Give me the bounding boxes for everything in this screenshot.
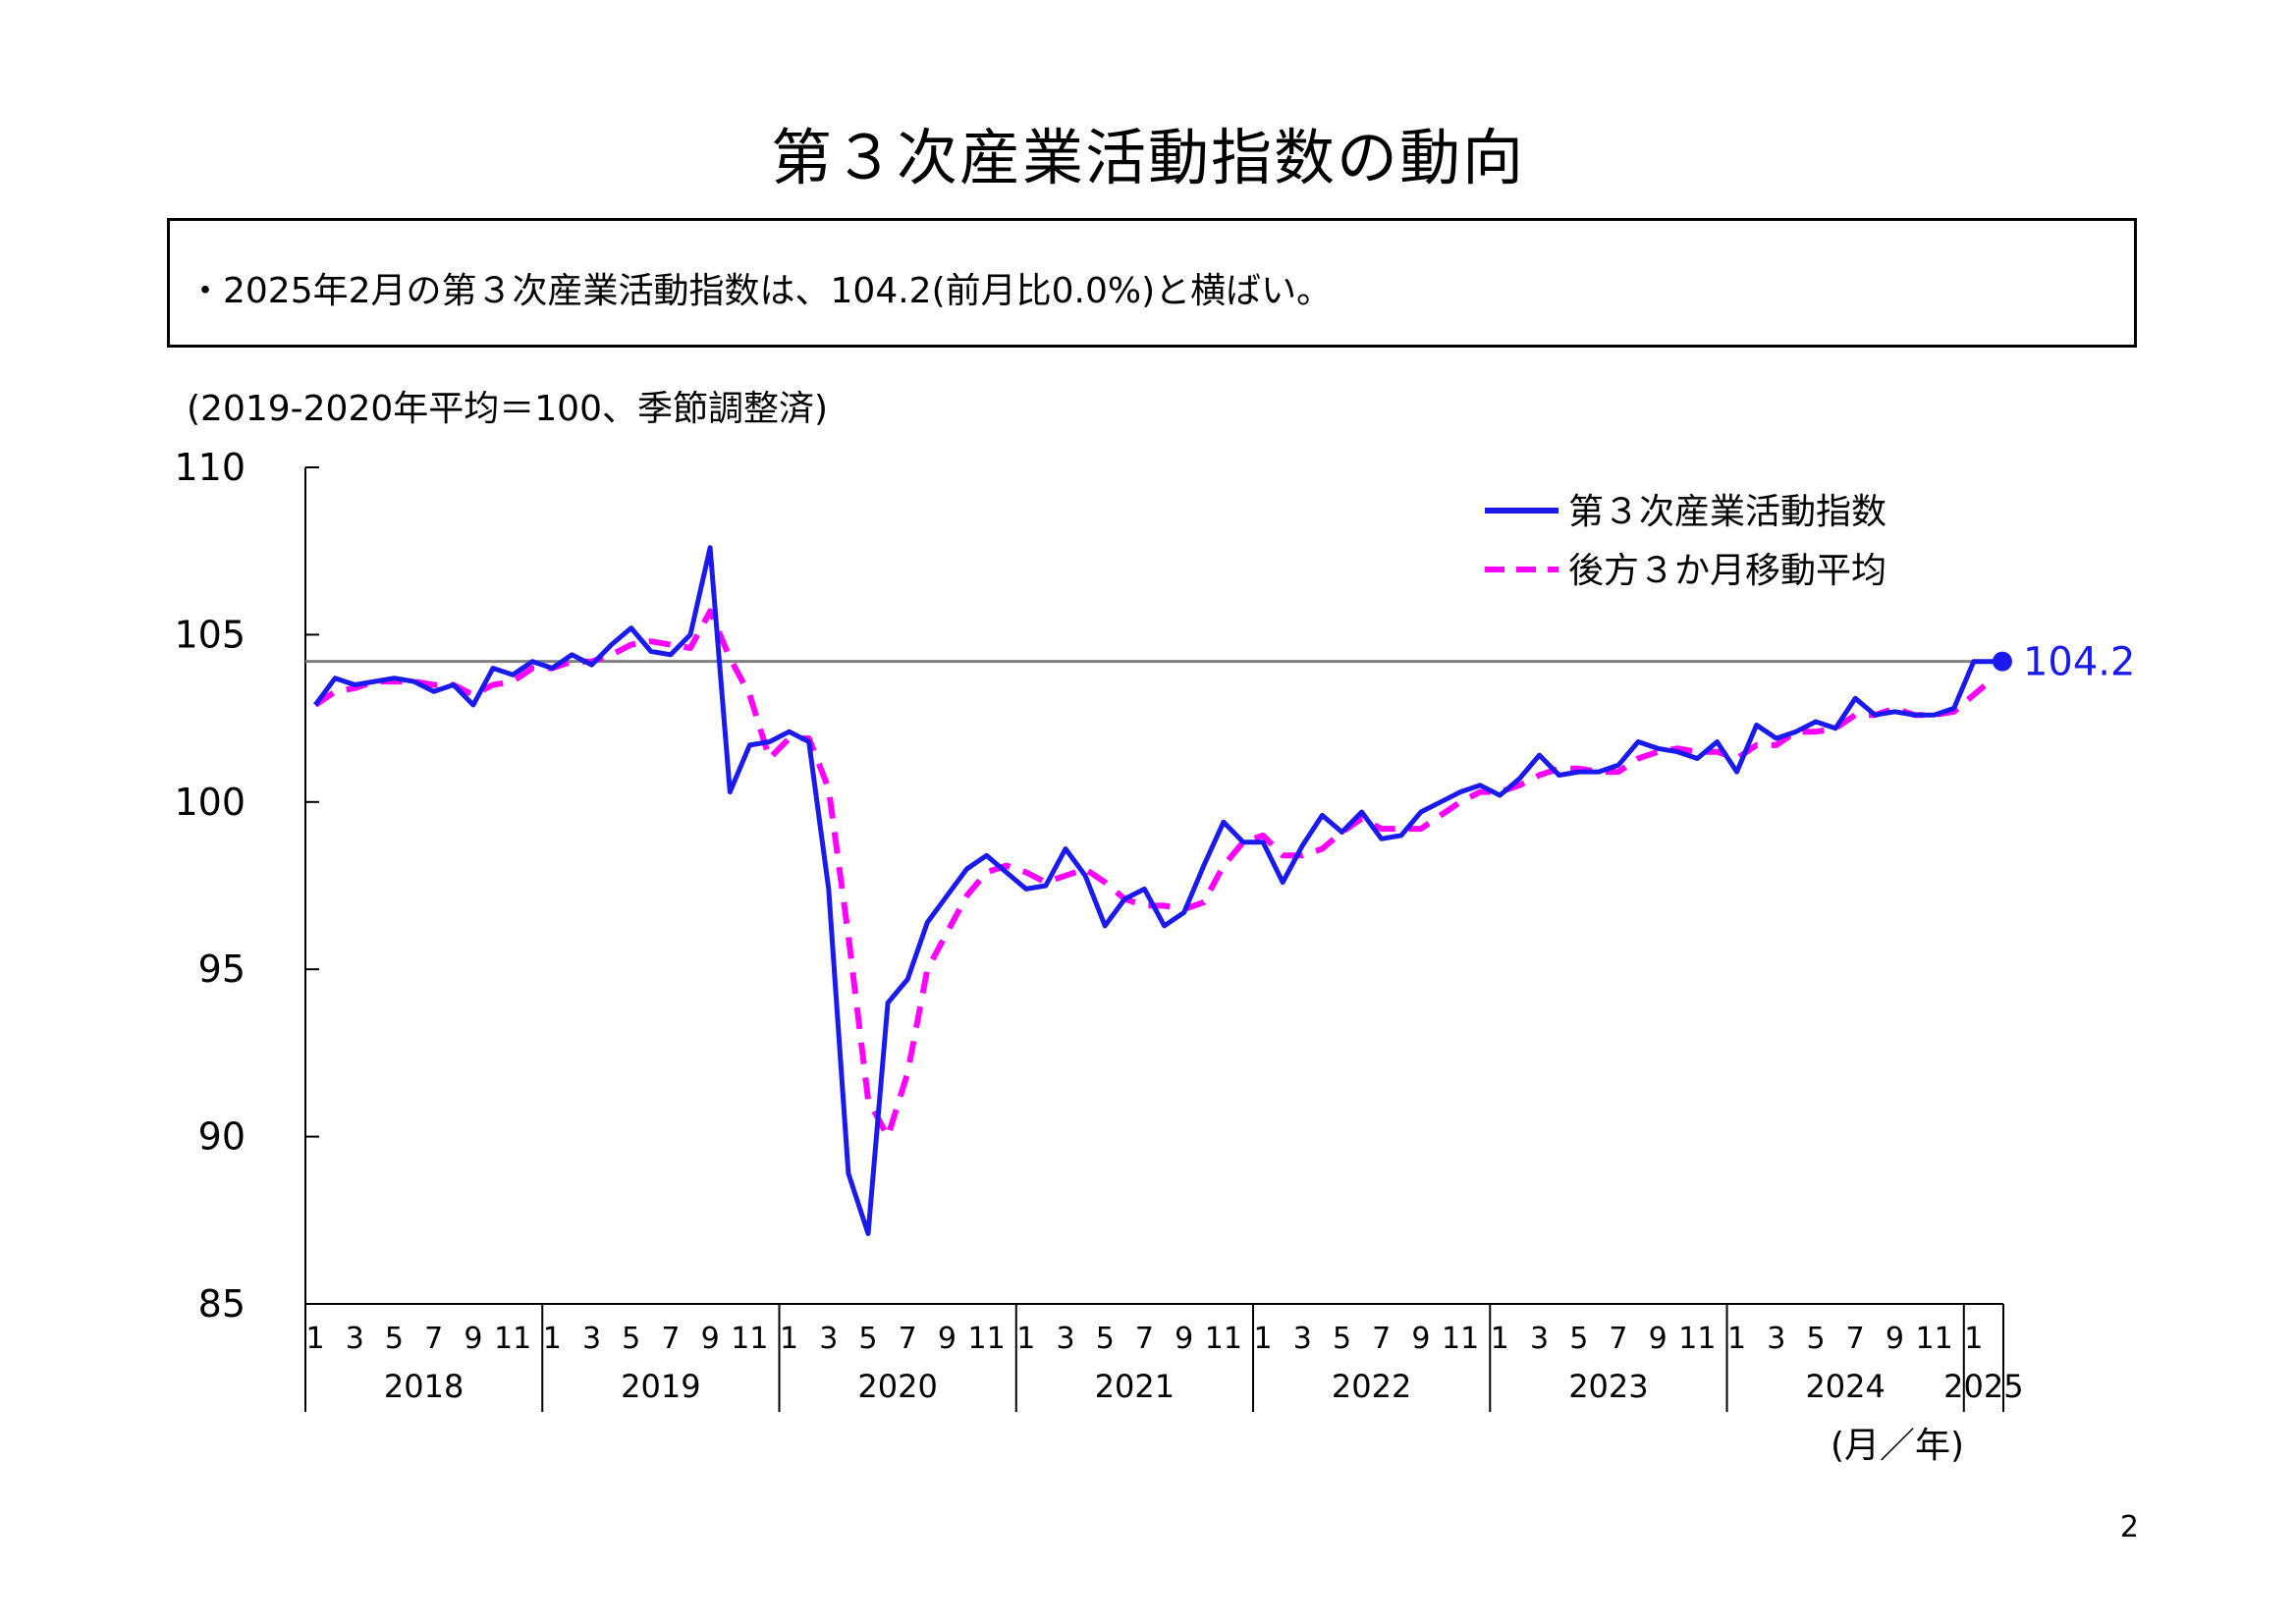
month-tick-label: 5 <box>385 1322 404 1356</box>
year-label: 2022 <box>1332 1368 1411 1405</box>
y-tick-label: 95 <box>198 947 246 991</box>
month-tick-label: 11 <box>1442 1322 1479 1356</box>
chart-unit-note: (2019-2020年平均＝100、季節調整済) <box>187 389 828 429</box>
y-tick-label: 100 <box>174 781 246 824</box>
month-tick-label: 3 <box>819 1322 838 1356</box>
month-tick-label: 5 <box>622 1322 640 1356</box>
latest-value-label: 104.2 <box>2023 640 2136 685</box>
month-tick-label: 9 <box>1411 1322 1430 1356</box>
month-tick-label: 1 <box>1964 1322 1983 1356</box>
month-tick-label: 7 <box>424 1322 443 1356</box>
month-tick-label: 5 <box>1096 1322 1115 1356</box>
month-tick-label: 11 <box>1205 1322 1242 1356</box>
month-tick-label: 9 <box>1886 1322 1904 1356</box>
month-tick-label: 5 <box>1806 1322 1825 1356</box>
index-line <box>313 545 1994 1236</box>
month-tick-label: 1 <box>780 1322 798 1356</box>
month-tick-label: 11 <box>1678 1322 1716 1356</box>
month-tick-label: 5 <box>1569 1322 1588 1356</box>
latest-point-marker <box>1992 651 2012 672</box>
month-tick-label: 11 <box>494 1322 531 1356</box>
year-label: 2025 <box>1943 1368 2023 1405</box>
month-tick-label: 7 <box>661 1322 680 1356</box>
month-tick-label: 7 <box>1609 1322 1627 1356</box>
month-tick-label: 11 <box>1916 1322 1953 1356</box>
y-tick-label: 105 <box>174 613 246 656</box>
month-tick-label: 9 <box>701 1322 720 1356</box>
y-tick-label: 85 <box>198 1282 246 1326</box>
month-tick-label: 1 <box>306 1322 325 1356</box>
summary-text: ・2025年2月の第３次産業活動指数は、104.2(前月比0.0%)と横ばい。 <box>188 271 1333 311</box>
year-label: 2020 <box>857 1368 937 1405</box>
month-tick-label: 9 <box>1649 1322 1667 1356</box>
month-tick-label: 1 <box>1727 1322 1746 1356</box>
month-tick-label: 3 <box>1056 1322 1074 1356</box>
page-number: 2 <box>2119 1510 2139 1544</box>
month-tick-label: 9 <box>464 1322 482 1356</box>
month-tick-label: 11 <box>731 1322 768 1356</box>
moving-average-line <box>313 608 1995 1140</box>
y-tick-label: 110 <box>174 446 246 489</box>
year-label: 2024 <box>1805 1368 1885 1405</box>
y-tick-label: 90 <box>198 1115 246 1159</box>
month-tick-label: 1 <box>543 1322 562 1356</box>
month-tick-label: 1 <box>1254 1322 1273 1356</box>
month-tick-label: 3 <box>1767 1322 1785 1356</box>
month-tick-label: 9 <box>938 1322 957 1356</box>
month-tick-label: 9 <box>1175 1322 1193 1356</box>
year-label: 2019 <box>621 1368 700 1405</box>
month-tick-label: 3 <box>582 1322 601 1356</box>
legend-label-index: 第３次産業活動指数 <box>1568 492 1886 532</box>
month-tick-label: 11 <box>968 1322 1006 1356</box>
month-tick-label: 3 <box>346 1322 364 1356</box>
month-tick-label: 3 <box>1293 1322 1312 1356</box>
month-tick-label: 5 <box>1333 1322 1351 1356</box>
legend-label-moving-average: 後方３か月移動平均 <box>1568 551 1886 591</box>
month-tick-label: 1 <box>1016 1322 1035 1356</box>
year-label: 2018 <box>384 1368 464 1405</box>
summary-box: ・2025年2月の第３次産業活動指数は、104.2(前月比0.0%)と横ばい。 <box>167 218 2137 348</box>
year-label: 2021 <box>1095 1368 1175 1405</box>
x-axis-label: (月／年) <box>1831 1426 1964 1466</box>
month-tick-label: 1 <box>1491 1322 1509 1356</box>
month-tick-label: 7 <box>899 1322 917 1356</box>
page-title: 第３次産業活動指数の動向 <box>770 122 1525 193</box>
year-label: 2023 <box>1568 1368 1648 1405</box>
month-tick-label: 7 <box>1846 1322 1865 1356</box>
month-tick-label: 3 <box>1530 1322 1549 1356</box>
month-tick-label: 7 <box>1135 1322 1154 1356</box>
month-tick-label: 5 <box>858 1322 877 1356</box>
month-tick-label: 7 <box>1372 1322 1391 1356</box>
